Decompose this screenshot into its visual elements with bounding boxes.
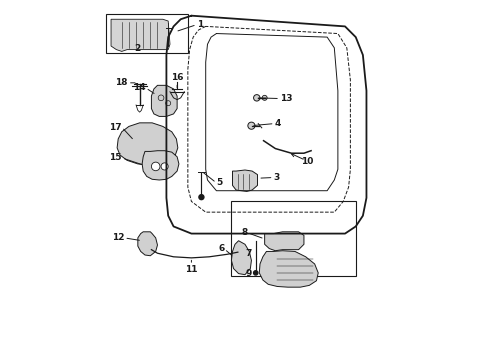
Text: 16: 16 — [171, 73, 183, 82]
Bar — [231, 202, 356, 276]
Text: 7: 7 — [245, 249, 251, 258]
Text: 14: 14 — [133, 83, 146, 92]
Polygon shape — [111, 19, 170, 51]
Text: 6: 6 — [218, 244, 224, 253]
Circle shape — [161, 163, 168, 170]
Polygon shape — [259, 251, 318, 287]
Text: 17: 17 — [109, 123, 122, 132]
Polygon shape — [151, 85, 177, 116]
Text: 5: 5 — [217, 178, 222, 187]
Text: 8: 8 — [242, 228, 248, 237]
Circle shape — [253, 95, 260, 101]
Circle shape — [236, 249, 241, 254]
Circle shape — [262, 95, 267, 100]
Circle shape — [253, 271, 258, 275]
Polygon shape — [232, 170, 258, 192]
Text: 2: 2 — [135, 44, 141, 53]
Polygon shape — [138, 232, 157, 256]
Polygon shape — [265, 232, 304, 251]
Circle shape — [199, 195, 204, 200]
Text: 11: 11 — [185, 265, 197, 274]
Circle shape — [151, 162, 160, 171]
Polygon shape — [117, 123, 178, 165]
Text: 13: 13 — [280, 94, 293, 103]
Text: 12: 12 — [112, 233, 124, 242]
Polygon shape — [231, 241, 251, 275]
Polygon shape — [142, 151, 179, 180]
Bar — [106, 14, 188, 53]
Text: 1: 1 — [197, 20, 203, 29]
Circle shape — [248, 122, 255, 129]
Text: 3: 3 — [273, 173, 280, 182]
Text: 4: 4 — [275, 119, 281, 128]
Text: 18: 18 — [115, 78, 128, 87]
Text: 15: 15 — [109, 153, 122, 162]
Text: 10: 10 — [301, 157, 314, 166]
Text: 9: 9 — [245, 269, 251, 278]
